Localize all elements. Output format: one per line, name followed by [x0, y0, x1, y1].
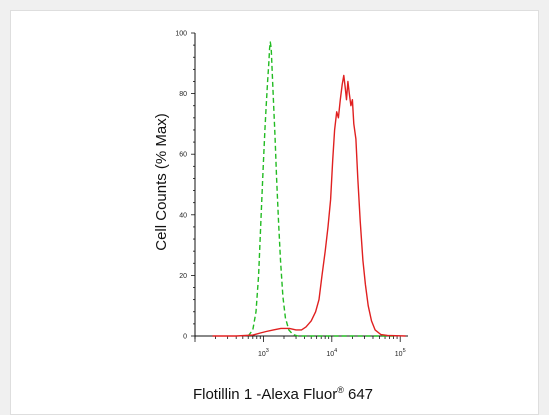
x-axis: 103 104 105: [194, 335, 408, 358]
y-axis: 0 20 40 60 80 100: [175, 31, 196, 341]
histogram-series-1: [247, 41, 394, 337]
y-axis-title: Cell Counts (% Max): [153, 113, 170, 251]
x-tick-label: 104: [326, 348, 337, 358]
x-tick-label: 105: [395, 348, 406, 358]
series-layer: [212, 41, 406, 337]
x-axis-title-registered: ®: [337, 385, 344, 395]
y-tick-label: 20: [179, 273, 187, 280]
histogram-series-2: [212, 74, 406, 337]
y-tick-label: 0: [183, 334, 187, 341]
x-axis-title: Flotillin 1 -Alexa Fluor® 647: [193, 385, 373, 403]
chart-panel: [10, 10, 539, 415]
y-tick-label: 100: [175, 31, 187, 38]
x-axis-title-tail: 647: [344, 386, 373, 403]
x-axis-title-main: Flotillin 1 -Alexa Fluor: [193, 386, 337, 403]
y-tick-label: 80: [179, 91, 187, 98]
y-tick-label: 60: [179, 152, 187, 159]
x-tick-label: 103: [258, 348, 269, 358]
y-tick-label: 40: [179, 212, 187, 219]
